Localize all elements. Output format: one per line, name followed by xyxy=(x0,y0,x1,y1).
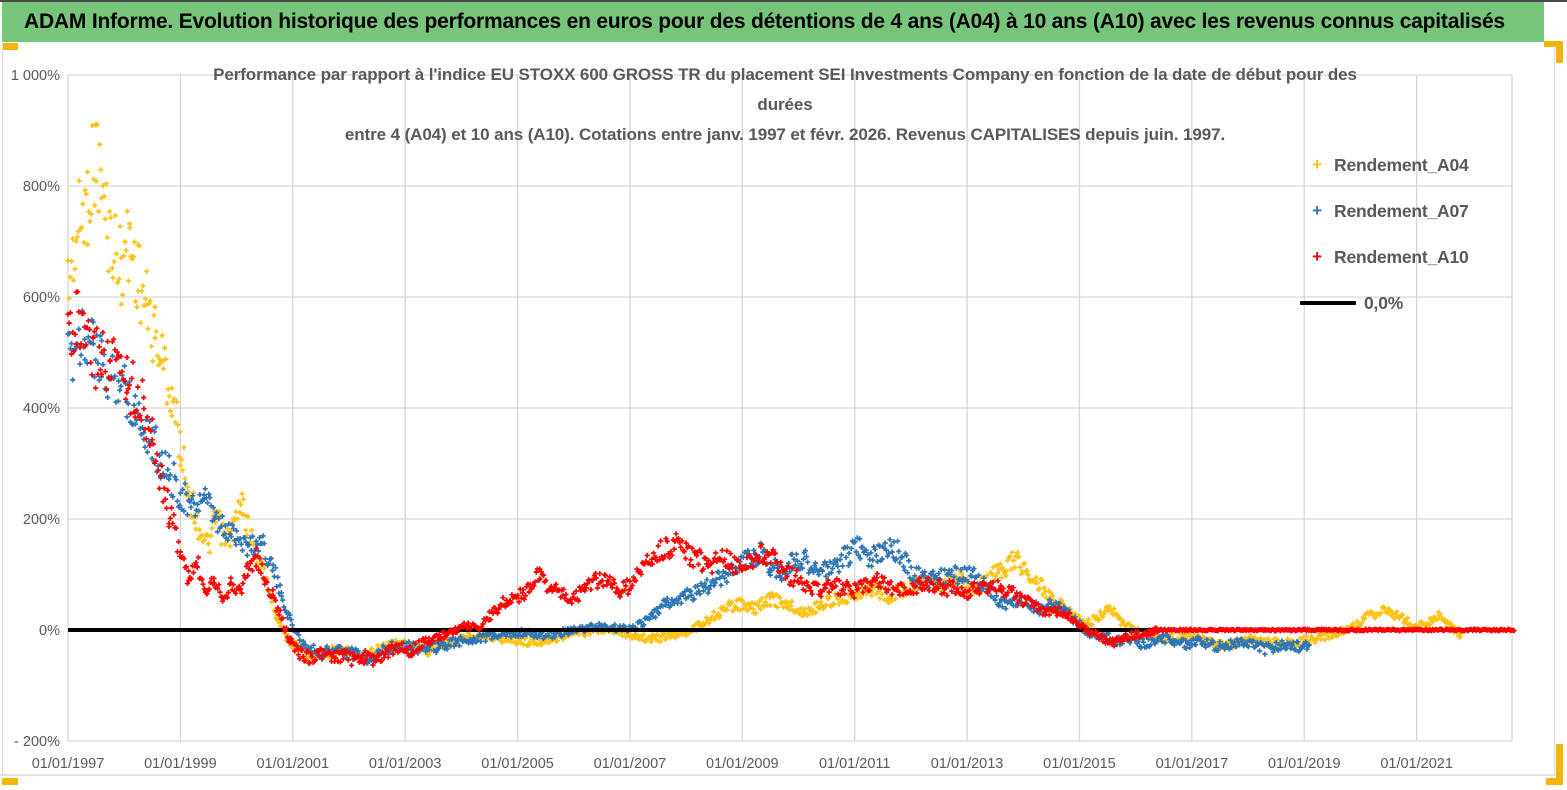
series-Rendement_A07[interactable] xyxy=(65,308,1312,666)
svg-text:01/01/2017: 01/01/2017 xyxy=(1156,756,1229,772)
chart-frame-right xyxy=(1554,46,1555,774)
svg-text:600%: 600% xyxy=(23,290,60,306)
svg-text:01/01/2001: 01/01/2001 xyxy=(256,756,329,772)
report-banner: ADAM Informe. Evolution historique des p… xyxy=(2,2,1544,42)
chart-frame-left xyxy=(2,43,3,774)
svg-text:800%: 800% xyxy=(23,179,60,195)
gold-accent-top-left xyxy=(2,43,18,50)
legend-item-rendement-a04[interactable]: + Rendement_A04 xyxy=(1300,142,1550,188)
legend-item-zero-line[interactable]: 0,0% xyxy=(1300,280,1550,326)
chart-legend: + Rendement_A04 + Rendement_A07 + Rendem… xyxy=(1300,142,1550,326)
legend-label: Rendement_A10 xyxy=(1334,246,1469,267)
svg-text:01/01/2021: 01/01/2021 xyxy=(1380,756,1453,772)
svg-text:01/01/1997: 01/01/1997 xyxy=(32,756,105,772)
svg-text:01/01/2015: 01/01/2015 xyxy=(1043,756,1116,772)
gold-accent-top-right-h xyxy=(1544,41,1563,47)
bottom-rule xyxy=(0,774,1556,776)
legend-label: 0,0% xyxy=(1364,292,1404,313)
plus-marker-icon: + xyxy=(1312,201,1322,220)
svg-text:01/01/2013: 01/01/2013 xyxy=(931,756,1004,772)
series-Rendement_A04[interactable] xyxy=(65,122,1464,662)
x-axis-labels: 01/01/1997 01/01/1999 01/01/2001 01/01/2003… xyxy=(32,756,1453,772)
svg-text:01/01/1999: 01/01/1999 xyxy=(144,756,217,772)
legend-label: Rendement_A07 xyxy=(1334,200,1469,221)
gold-accent-bottom-left xyxy=(2,778,18,785)
gold-accent-bottom-right-h xyxy=(1546,778,1563,785)
plus-marker-icon: + xyxy=(1312,247,1322,266)
svg-text:01/01/2007: 01/01/2007 xyxy=(594,756,667,772)
svg-text:01/01/2009: 01/01/2009 xyxy=(706,756,779,772)
svg-text:01/01/2011: 01/01/2011 xyxy=(819,756,891,772)
legend-item-rendement-a07[interactable]: + Rendement_A07 xyxy=(1300,188,1550,234)
svg-text:01/01/2005: 01/01/2005 xyxy=(481,756,554,772)
zero-line-icon xyxy=(1300,301,1356,305)
report-banner-title: ADAM Informe. Evolution historique des p… xyxy=(24,10,1505,33)
chart-title-line-1: Performance par rapport à l'indice EU ST… xyxy=(213,65,1357,84)
svg-text:1 000%: 1 000% xyxy=(11,68,60,84)
svg-text:01/01/2003: 01/01/2003 xyxy=(369,756,442,772)
chart-title: Performance par rapport à l'indice EU ST… xyxy=(140,60,1430,150)
svg-text:0%: 0% xyxy=(39,623,60,639)
chart-title-line-2: durées xyxy=(757,95,813,114)
legend-item-rendement-a10[interactable]: + Rendement_A10 xyxy=(1300,234,1550,280)
gold-accent-top-right xyxy=(1556,41,1563,63)
gold-accent-bottom-right xyxy=(1556,744,1563,785)
plus-marker-icon: + xyxy=(1312,155,1322,174)
svg-text:- 200%: - 200% xyxy=(14,734,60,750)
series-Rendement_A10[interactable] xyxy=(65,289,1517,668)
y-axis-labels: 1 000% 800% 600% 400% 200% 0% - 200% xyxy=(11,68,60,750)
svg-text:200%: 200% xyxy=(23,512,60,528)
chart-title-line-3: entre 4 (A04) et 10 ans (A10). Cotations… xyxy=(344,125,1226,144)
svg-text:400%: 400% xyxy=(23,401,60,417)
legend-label: Rendement_A04 xyxy=(1334,154,1469,175)
svg-text:01/01/2019: 01/01/2019 xyxy=(1268,756,1341,772)
